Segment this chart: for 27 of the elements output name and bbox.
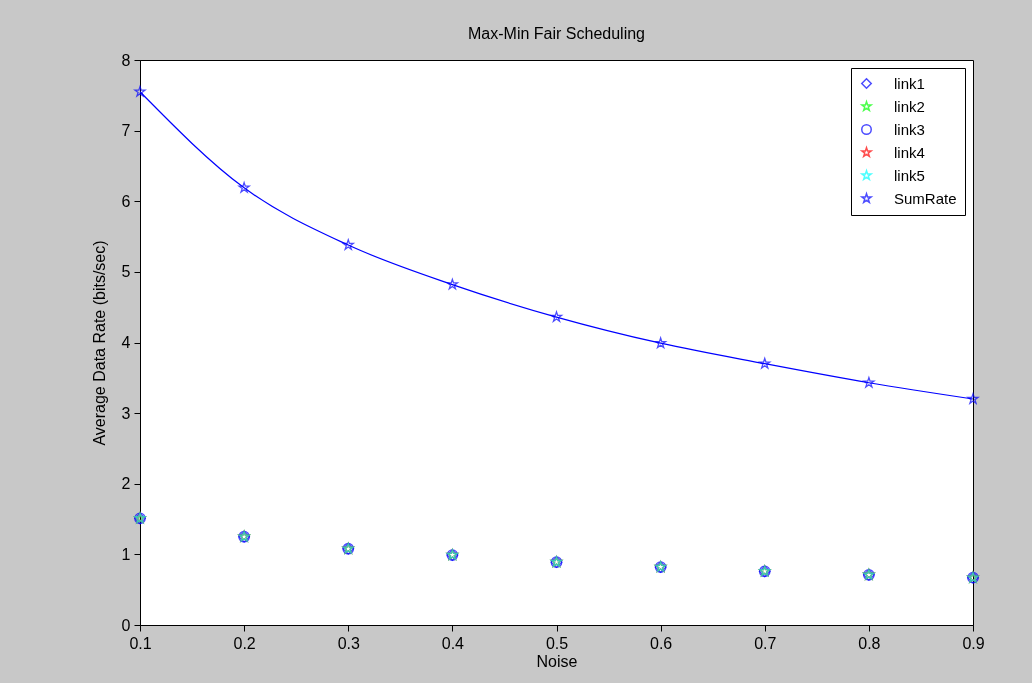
legend-label: link4 bbox=[894, 143, 925, 161]
x-axis-title: Noise bbox=[536, 652, 578, 670]
x-tick-label: 0.2 bbox=[233, 634, 256, 652]
y-tick-label: 0 bbox=[121, 616, 131, 634]
legend-label: link1 bbox=[894, 74, 925, 92]
legend-label: SumRate bbox=[894, 189, 957, 207]
x-tick-label: 0.9 bbox=[962, 634, 985, 652]
x-tick-label: 0.4 bbox=[441, 634, 465, 652]
y-tick-label: 2 bbox=[121, 475, 131, 493]
y-tick-label: 8 bbox=[121, 51, 131, 69]
x-tick-label: 0.5 bbox=[545, 634, 569, 652]
y-tick-label: 1 bbox=[121, 545, 131, 563]
x-tick-label: 0.3 bbox=[337, 634, 360, 652]
y-tick-label: 7 bbox=[121, 122, 131, 140]
y-tick-label: 5 bbox=[121, 263, 131, 281]
x-tick-label: 0.1 bbox=[129, 634, 152, 652]
legend-label: link5 bbox=[894, 166, 925, 184]
y-tick-label: 6 bbox=[121, 192, 131, 210]
y-axis-title: Average Data Rate (bits/sec) bbox=[90, 240, 108, 446]
y-tick-label: 4 bbox=[121, 334, 131, 351]
x-tick-label: 0.6 bbox=[650, 634, 673, 652]
x-tick-label: 0.8 bbox=[858, 634, 881, 652]
chart-title: Max-Min Fair Scheduling bbox=[468, 25, 645, 42]
legend-label: link2 bbox=[894, 97, 925, 115]
legend-label: link3 bbox=[894, 120, 925, 138]
x-tick-label: 0.7 bbox=[754, 634, 777, 652]
y-tick-label: 3 bbox=[121, 404, 131, 422]
